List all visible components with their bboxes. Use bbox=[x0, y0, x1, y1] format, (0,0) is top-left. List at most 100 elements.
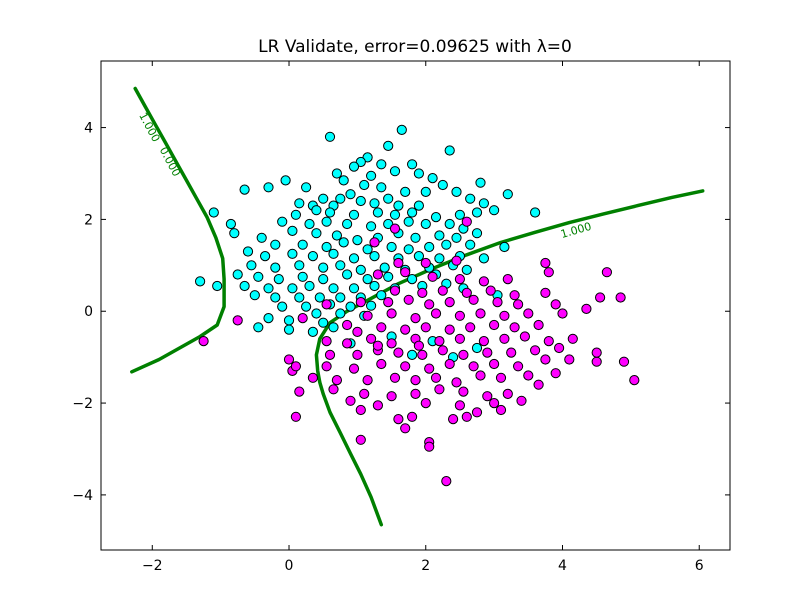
point-s1-17 bbox=[454, 400, 465, 411]
point-s0-16 bbox=[280, 175, 291, 186]
point-s1-71 bbox=[366, 333, 377, 344]
y-tick-label-1: −2 bbox=[72, 396, 93, 412]
point-s1-28 bbox=[533, 379, 544, 390]
point-s1-58 bbox=[352, 349, 363, 360]
point-s0-26 bbox=[451, 186, 462, 197]
point-s0-84 bbox=[441, 239, 452, 250]
point-s1-15 bbox=[355, 404, 366, 416]
point-s1-38 bbox=[495, 372, 507, 383]
point-s0-0 bbox=[324, 131, 336, 142]
point-s1-128 bbox=[543, 267, 554, 278]
point-s0-65 bbox=[256, 232, 267, 243]
point-s0-45 bbox=[372, 207, 383, 218]
point-s1-60 bbox=[393, 347, 404, 358]
point-s0-48 bbox=[430, 212, 442, 223]
point-s1-5 bbox=[400, 423, 411, 434]
point-s1-95 bbox=[410, 313, 421, 324]
point-s0-72 bbox=[410, 232, 421, 243]
point-s0-32 bbox=[465, 193, 476, 204]
point-s0-44 bbox=[348, 209, 360, 220]
point-s1-14 bbox=[372, 400, 383, 411]
point-s1-35 bbox=[430, 372, 442, 383]
point-s0-123 bbox=[263, 283, 274, 294]
point-s1-121 bbox=[615, 292, 626, 303]
point-s0-6 bbox=[348, 161, 360, 172]
point-s1-129 bbox=[601, 267, 613, 278]
point-s0-104 bbox=[355, 264, 366, 275]
point-s1-69 bbox=[321, 336, 332, 347]
point-s1-120 bbox=[595, 292, 606, 303]
point-s1-47 bbox=[376, 358, 387, 370]
point-s0-77 bbox=[297, 239, 308, 250]
point-s0-118 bbox=[407, 274, 418, 285]
point-s1-4 bbox=[290, 411, 301, 422]
point-s1-7 bbox=[407, 411, 418, 422]
point-s1-104 bbox=[383, 297, 394, 308]
point-s1-34 bbox=[410, 375, 421, 386]
point-s0-82 bbox=[403, 244, 414, 255]
point-s0-78 bbox=[321, 241, 332, 253]
point-s1-44 bbox=[290, 361, 301, 372]
point-s1-119 bbox=[540, 287, 551, 298]
point-s0-80 bbox=[362, 244, 373, 255]
point-s1-111 bbox=[550, 299, 561, 310]
point-s1-32 bbox=[362, 375, 373, 386]
point-s0-7 bbox=[376, 159, 387, 170]
point-s0-92 bbox=[348, 253, 360, 264]
point-s0-79 bbox=[338, 237, 349, 248]
point-s0-68 bbox=[331, 230, 342, 241]
point-s0-111 bbox=[253, 271, 264, 282]
point-s0-60 bbox=[403, 216, 414, 227]
point-s1-36 bbox=[451, 377, 462, 388]
point-s1-3 bbox=[424, 441, 435, 452]
point-s0-132 bbox=[294, 292, 305, 303]
point-s0-3 bbox=[444, 145, 455, 156]
axes-frame bbox=[100, 60, 731, 551]
point-s1-24 bbox=[434, 384, 445, 395]
point-s1-42 bbox=[618, 356, 630, 367]
point-s0-157 bbox=[328, 322, 339, 333]
point-s1-80 bbox=[567, 333, 578, 344]
point-s0-24 bbox=[420, 186, 431, 197]
point-s1-109 bbox=[492, 297, 503, 308]
point-s0-37 bbox=[393, 200, 404, 211]
point-s1-43 bbox=[629, 375, 640, 386]
point-s0-143 bbox=[335, 308, 346, 319]
point-s0-10 bbox=[331, 168, 342, 179]
point-s0-122 bbox=[239, 280, 250, 292]
point-s1-117 bbox=[485, 285, 496, 296]
point-s1-21 bbox=[359, 388, 370, 399]
point-s0-142 bbox=[311, 308, 322, 319]
point-s0-2 bbox=[383, 140, 394, 151]
point-s1-106 bbox=[424, 299, 435, 310]
point-s1-136 bbox=[461, 216, 472, 227]
point-s0-40 bbox=[208, 207, 219, 218]
point-s1-98 bbox=[475, 308, 486, 319]
point-s0-93 bbox=[369, 251, 380, 262]
chart-title: LR Validate, error=0.09625 with λ=0 bbox=[258, 37, 572, 57]
point-s1-6 bbox=[393, 414, 404, 425]
point-s0-21 bbox=[359, 179, 370, 191]
point-s1-25 bbox=[458, 386, 469, 397]
point-s0-8 bbox=[407, 159, 418, 170]
point-s1-130 bbox=[393, 257, 404, 269]
point-s0-31 bbox=[383, 193, 394, 204]
point-s1-51 bbox=[468, 361, 479, 372]
point-s0-120 bbox=[195, 276, 206, 287]
point-s0-58 bbox=[366, 221, 377, 232]
point-s1-127 bbox=[502, 274, 513, 285]
point-s0-75 bbox=[471, 228, 483, 239]
point-s1-94 bbox=[386, 308, 397, 319]
point-s1-89 bbox=[533, 319, 544, 331]
point-s0-18 bbox=[239, 184, 250, 195]
point-s1-86 bbox=[465, 322, 476, 333]
point-s0-36 bbox=[369, 198, 380, 209]
point-s1-66 bbox=[530, 345, 541, 356]
point-s0-90 bbox=[307, 251, 318, 262]
point-s1-50 bbox=[444, 358, 455, 370]
point-s1-114 bbox=[417, 287, 428, 298]
point-s0-39 bbox=[478, 198, 489, 209]
